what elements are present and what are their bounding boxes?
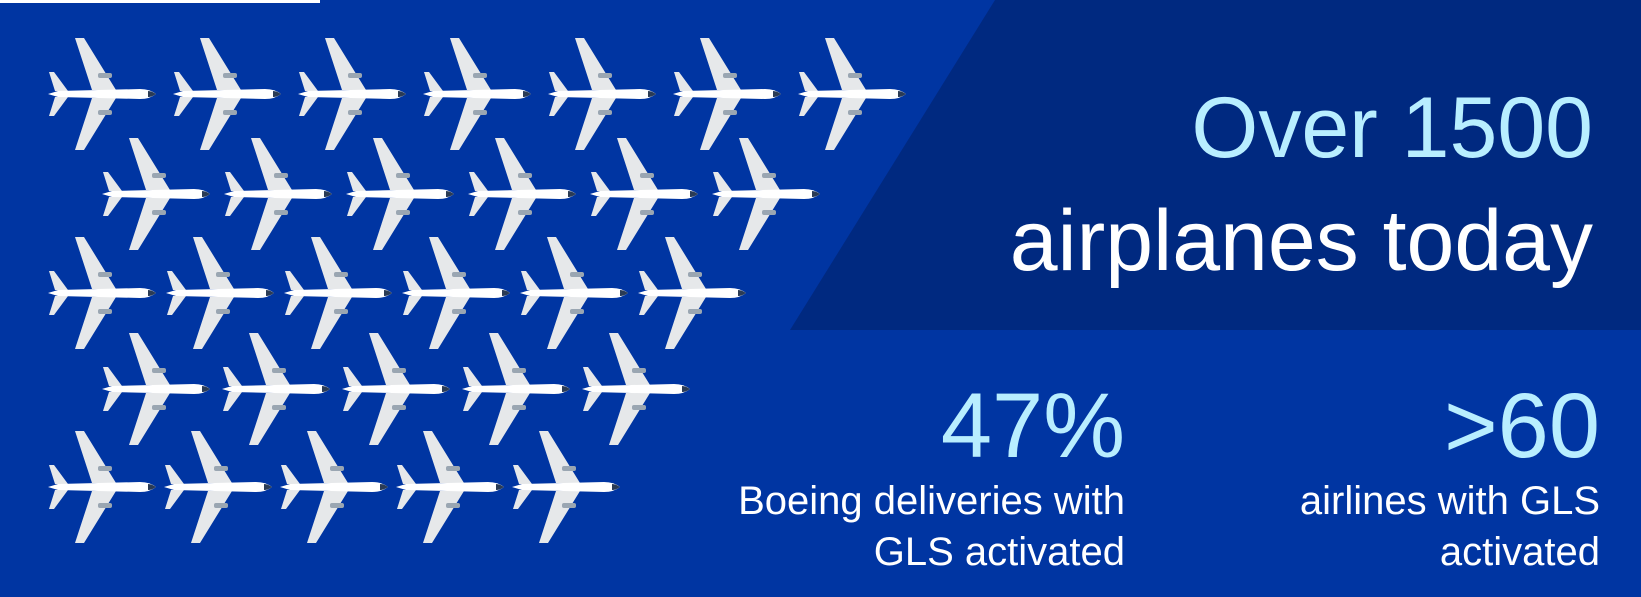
stat-caption: GLS activated: [874, 530, 1125, 574]
page: Over 1500 airplanes today 47% Boeing del…: [0, 0, 1641, 597]
infographic: Over 1500 airplanes today 47% Boeing del…: [0, 0, 1641, 597]
headline-line: airplanes today: [1010, 193, 1593, 289]
stat-value: >60: [1444, 375, 1600, 477]
headline-line: Over 1500: [1191, 80, 1593, 176]
stat-caption: airlines with GLS: [1300, 479, 1600, 523]
stat-caption: activated: [1440, 530, 1600, 574]
stat-value: 47%: [941, 375, 1125, 477]
top-edge: [0, 0, 320, 3]
stat-caption: Boeing deliveries with: [738, 479, 1125, 523]
